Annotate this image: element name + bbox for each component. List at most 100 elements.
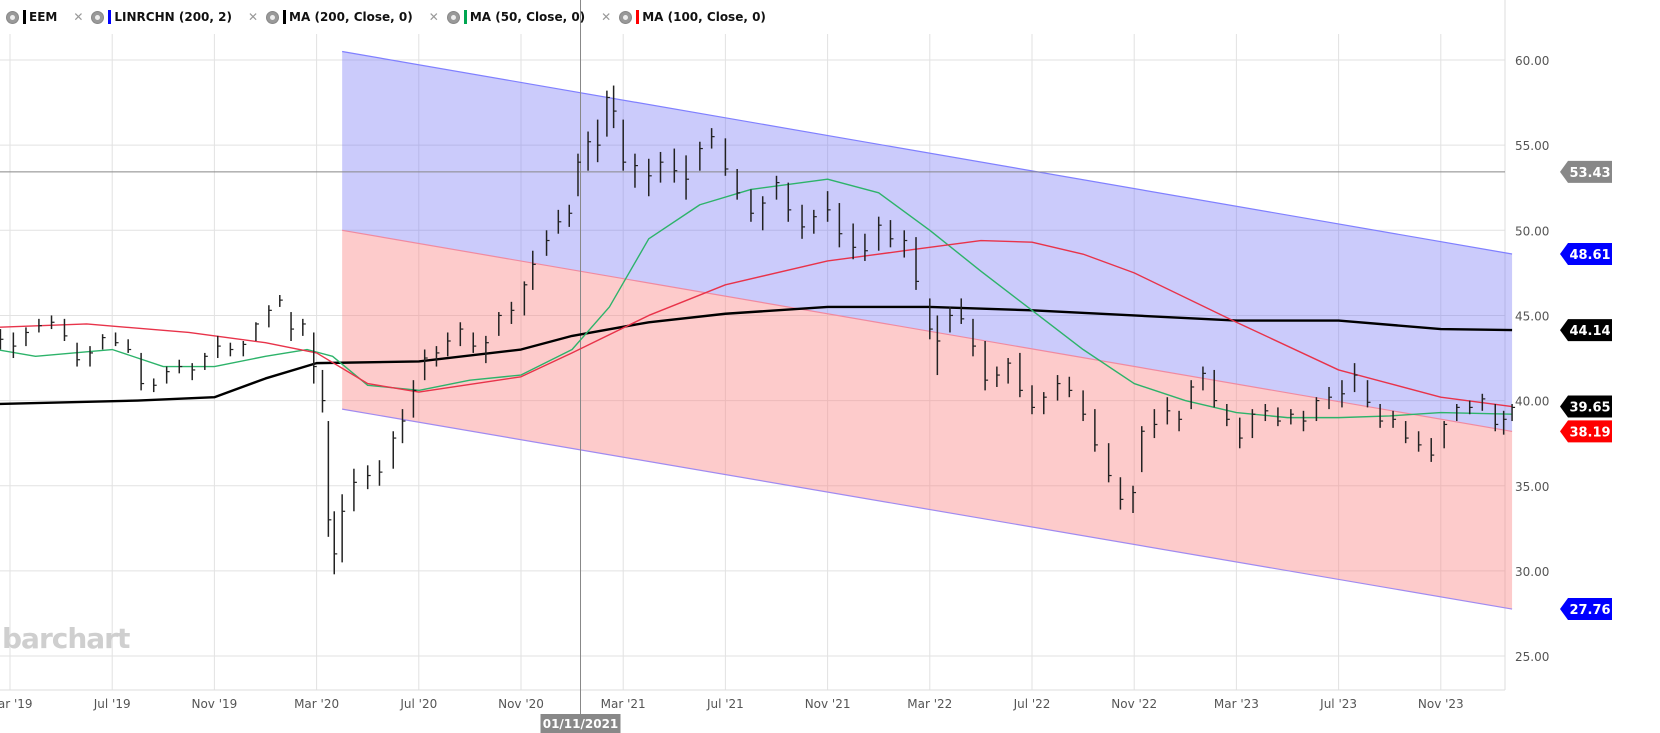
ohlc-bar — [435, 346, 440, 367]
ohlc-bar — [1190, 380, 1195, 410]
ohlc-bar — [1251, 409, 1256, 439]
ohlc-bar — [114, 332, 119, 347]
y-tick-label: 55.00 — [1515, 139, 1549, 153]
ohlc-bar — [864, 233, 868, 261]
eye-icon[interactable] — [446, 10, 460, 24]
ohlc-bar — [333, 511, 338, 575]
ohlc-bar — [89, 346, 94, 367]
y-tick-label: 35.00 — [1515, 480, 1549, 494]
ohlc-bar — [813, 209, 817, 234]
ohlc-bar — [736, 168, 741, 200]
ma-line-2 — [0, 239, 1513, 408]
ohlc-bar — [1366, 380, 1371, 408]
eye-icon[interactable] — [91, 10, 105, 24]
ohlc-bar — [472, 332, 477, 353]
badge-value: 44.14 — [1569, 324, 1610, 339]
ohlc-bar — [622, 119, 627, 171]
ohlc-bar — [366, 465, 371, 490]
legend-label: MA (50, Close, 0) — [469, 10, 586, 24]
ohlc-bar — [1082, 390, 1087, 422]
ohlc-bar — [279, 295, 283, 307]
ohlc-bar — [1213, 369, 1218, 408]
legend-item[interactable]: EEM — [0, 10, 57, 24]
ohlc-bar — [412, 380, 417, 418]
x-tick-label: Mar '23 — [1214, 697, 1259, 711]
ohlc-bar — [459, 322, 464, 347]
ohlc-bar — [1094, 409, 1098, 452]
badge-value: 27.76 — [1569, 603, 1610, 618]
close-icon[interactable]: ✕ — [428, 10, 439, 24]
ohlc-bar — [302, 318, 306, 336]
x-tick-label: Jul '23 — [1319, 697, 1357, 711]
y-tick-label: 50.00 — [1515, 224, 1549, 238]
ohlc-bar — [915, 237, 920, 290]
legend-label: MA (100, Close, 0) — [642, 10, 766, 24]
ohlc-bar — [217, 335, 221, 359]
ohlc-bar — [826, 191, 831, 222]
ohlc-bar — [1277, 407, 1281, 427]
ohlc-bar — [685, 155, 690, 200]
legend-item[interactable]: ✕ MA (200, Close, 0) — [248, 10, 413, 24]
ohlc-bar — [801, 204, 806, 239]
ohlc-bar — [929, 298, 933, 340]
ohlc-bar — [1043, 392, 1047, 415]
legend-item[interactable]: ✕ MA (50, Close, 0) — [429, 10, 585, 24]
close-icon[interactable]: ✕ — [247, 10, 259, 24]
legend-label: EEM — [29, 10, 58, 24]
ohlc-bar — [321, 369, 326, 413]
ohlc-bar — [1226, 404, 1230, 427]
ohlc-bar — [852, 223, 857, 260]
eye-icon[interactable] — [6, 10, 19, 24]
channel-upper-line — [342, 50, 1513, 255]
x-tick-label: Jul '20 — [399, 697, 437, 711]
ohlc-bar — [50, 315, 55, 330]
legend-item[interactable]: ✕ MA (100, Close, 0) — [601, 10, 766, 24]
x-tick-label: Nov '23 — [1418, 697, 1464, 711]
ohlc-bar — [1141, 426, 1145, 473]
badge-value: 53.43 — [1569, 166, 1610, 181]
crosshair-date-label: 01/11/2021 — [540, 690, 621, 733]
badge-value: 39.65 — [1569, 401, 1610, 416]
ohlc-bar — [1481, 393, 1486, 411]
ohlc-bar — [140, 352, 145, 391]
ohlc-bar — [1468, 400, 1473, 415]
x-tick-label: Jul '21 — [706, 697, 744, 711]
ohlc-bar — [1264, 404, 1269, 422]
badge-shape — [1560, 242, 1612, 265]
ohlc-bar — [648, 158, 652, 197]
price-badge: 27.76 — [1560, 598, 1612, 621]
ohlc-bar — [242, 340, 247, 357]
ohlc-bar — [178, 359, 183, 374]
ohlc-bar — [204, 352, 208, 370]
ohlc-bar — [1302, 410, 1307, 432]
legend-item[interactable]: ✕ LINRCHN (200, 2) — [73, 10, 232, 24]
price-badge: 53.43 — [1560, 160, 1612, 183]
ohlc-bar — [378, 460, 383, 486]
color-swatch — [283, 10, 287, 24]
ohlc-bar — [1511, 404, 1516, 422]
ohlc-bar — [1202, 366, 1206, 391]
ohlc-bar — [446, 332, 451, 357]
x-tick-label: Nov '21 — [805, 697, 851, 711]
badge-shape — [1560, 160, 1612, 183]
ohlc-bar — [724, 138, 729, 176]
price-badge: 48.61 — [1560, 242, 1612, 265]
ohlc-bar — [1056, 375, 1061, 401]
badge-shape — [1560, 598, 1612, 621]
price-badge: 39.65 — [1560, 395, 1612, 418]
eye-icon[interactable] — [619, 10, 633, 24]
close-icon[interactable]: ✕ — [601, 10, 612, 24]
y-tick-label: 25.00 — [1515, 650, 1549, 664]
ohlc-bar — [312, 332, 317, 384]
ohlc-bar — [1443, 421, 1448, 449]
close-icon[interactable]: ✕ — [73, 10, 84, 24]
ma-line-0 — [0, 305, 1513, 406]
ohlc-bar — [1494, 404, 1499, 432]
ohlc-bar — [1153, 409, 1158, 439]
x-tick-label: Nov '22 — [1111, 697, 1157, 711]
ohlc-bar — [710, 128, 715, 149]
price-badge: 44.14 — [1560, 319, 1612, 342]
eye-icon[interactable] — [266, 10, 280, 24]
ohlc-bar — [838, 203, 843, 248]
